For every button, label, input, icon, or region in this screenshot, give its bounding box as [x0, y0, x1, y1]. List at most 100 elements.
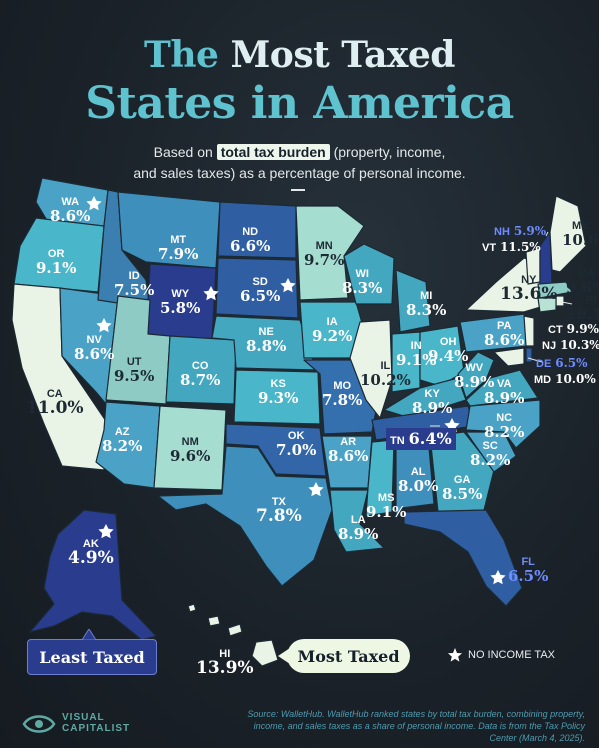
- state-label-ar: AR 8.6%: [328, 436, 368, 464]
- state-abbr: DE: [536, 358, 552, 370]
- state-shape-ma: [537, 281, 573, 299]
- state-shape-ks: [233, 369, 321, 425]
- state-label-ak: AK 4.9%: [68, 538, 114, 567]
- state-label-nj: NJ 10.3%: [542, 336, 599, 354]
- state-abbr: NM: [181, 436, 199, 448]
- state-label-pa: PA 8.6%: [484, 320, 524, 348]
- state-label-ca: CA 11.0%: [26, 388, 84, 417]
- state-label-mi: MI 8.3%: [406, 290, 446, 318]
- state-tax-value: 5.9%: [513, 224, 547, 238]
- star-icon-sd: [280, 278, 296, 293]
- most-taxed-label: Most Taxed: [287, 639, 410, 673]
- state-label-de: DE 6.5%: [536, 354, 588, 372]
- state-label-tx: TX 7.8%: [256, 496, 302, 525]
- state-abbr: OH: [439, 336, 457, 348]
- state-abbr: ND: [242, 226, 259, 238]
- state-tax-value: 8.6%: [50, 207, 91, 225]
- state-label-ma: MA9.6%: [566, 268, 599, 296]
- state-tax-value: 10.3%: [560, 338, 599, 352]
- subtitle: Based on total tax burden (property, inc…: [0, 142, 599, 184]
- state-abbr: AR: [340, 436, 357, 448]
- state-tax-value: 7.5%: [114, 281, 155, 299]
- least-taxed-pointer: [82, 629, 96, 640]
- state-tax-value: 9.6%: [566, 279, 599, 297]
- state-label-ia: IA 9.2%: [312, 316, 352, 344]
- state-label-mt: MT 7.9%: [158, 234, 198, 262]
- state-abbr: MT: [170, 234, 187, 246]
- state-tax-value: 8.3%: [342, 279, 383, 297]
- state-label-ks: KS 9.3%: [258, 378, 298, 406]
- brand-name: VISUAL CAPITALIST: [62, 712, 130, 734]
- state-abbr: NJ: [542, 340, 557, 352]
- state-tax-value: 8.8%: [246, 337, 287, 355]
- state-shape-ak: [29, 509, 157, 641]
- state-label-nm: NM 9.6%: [170, 436, 210, 464]
- state-tax-value: 9.2%: [312, 327, 353, 345]
- state-shape-hi: [187, 603, 279, 667]
- state-tax-value: 8.7%: [180, 371, 221, 389]
- state-shape-tx: [157, 445, 333, 587]
- state-abbr: VA: [496, 378, 512, 390]
- state-label-sd: SD 6.5%: [240, 276, 280, 304]
- state-abbr: ME: [572, 220, 589, 232]
- state-label-nh: NH 5.9%: [494, 222, 546, 240]
- state-tax-value: 9.9%: [566, 322, 599, 336]
- state-label-wv: WV 8.9%: [454, 362, 494, 390]
- state-tax-value: 8.2%: [102, 437, 143, 455]
- state-abbr: NV: [86, 334, 102, 346]
- state-label-il: IL 10.2%: [360, 360, 411, 388]
- state-label-fl: FL 6.5%: [508, 556, 548, 584]
- state-abbr: FL: [521, 556, 535, 568]
- state-shape-de: [525, 347, 533, 363]
- state-abbr: SC: [482, 440, 498, 452]
- state-label-ok: OK 7.0%: [276, 430, 316, 458]
- star-icon-fl: [490, 570, 506, 585]
- subtitle-divider: [291, 189, 305, 191]
- state-label-wi: WI 8.3%: [342, 268, 382, 296]
- star-icon-wa: [86, 196, 102, 211]
- state-abbr: SD: [252, 276, 268, 288]
- star-icon-nv: [96, 318, 112, 333]
- state-label-id: ID 7.5%: [114, 270, 154, 298]
- state-tax-value: 13.9%: [196, 658, 254, 678]
- brand: VISUAL CAPITALIST: [22, 712, 130, 734]
- state-tax-value: 5.8%: [160, 299, 201, 317]
- state-abbr: KY: [424, 388, 440, 400]
- title-most-taxed: Most Taxed: [230, 34, 455, 76]
- state-abbr: IA: [326, 316, 338, 328]
- state-shape-ga: [429, 431, 495, 513]
- state-label-hi: HI 13.9%: [196, 648, 254, 678]
- state-abbr: NH: [494, 226, 510, 238]
- state-tax-value: 7.0%: [276, 441, 317, 459]
- state-label-me: ME 10.6: [562, 220, 599, 248]
- state-abbr: WV: [465, 362, 484, 374]
- state-abbr: WY: [171, 288, 190, 300]
- state-tax-value: 9.1%: [366, 503, 407, 521]
- title-line-1: The Most Taxed: [0, 34, 599, 76]
- state-abbr: KS: [270, 378, 286, 390]
- state-tax-value: 8.2%: [484, 423, 525, 441]
- state-label-nv: NV 8.6%: [74, 334, 114, 362]
- least-taxed-label: Least Taxed: [27, 639, 157, 675]
- state-shape-wv: [457, 351, 495, 399]
- state-shape-mt: [117, 191, 221, 269]
- brand-line-2: CAPITALIST: [62, 723, 131, 734]
- state-abbr: WA: [61, 196, 80, 208]
- callout-line-nh: [545, 231, 549, 237]
- state-tax-value: 9.1%: [36, 259, 77, 277]
- state-label-la: LA 8.9%: [338, 514, 378, 542]
- state-tax-value: 8.2%: [470, 451, 511, 469]
- state-label-az: AZ 8.2%: [102, 426, 142, 454]
- state-abbr: PA: [496, 320, 512, 332]
- state-abbr: AZ: [114, 426, 130, 438]
- state-tax-value: 7.8%: [322, 391, 363, 409]
- state-abbr: AK: [82, 538, 99, 550]
- state-label-sc: SC 8.2%: [470, 440, 510, 468]
- state-tax-value: 9.3%: [258, 389, 299, 407]
- state-abbr: NE: [258, 326, 274, 338]
- subtitle-line-2: and sales taxes) as a percentage of pers…: [133, 165, 466, 181]
- subtitle-pre: Based on: [153, 144, 213, 160]
- subtitle-post: (property, income,: [333, 144, 446, 160]
- state-label-al: AL 8.0%: [398, 466, 438, 494]
